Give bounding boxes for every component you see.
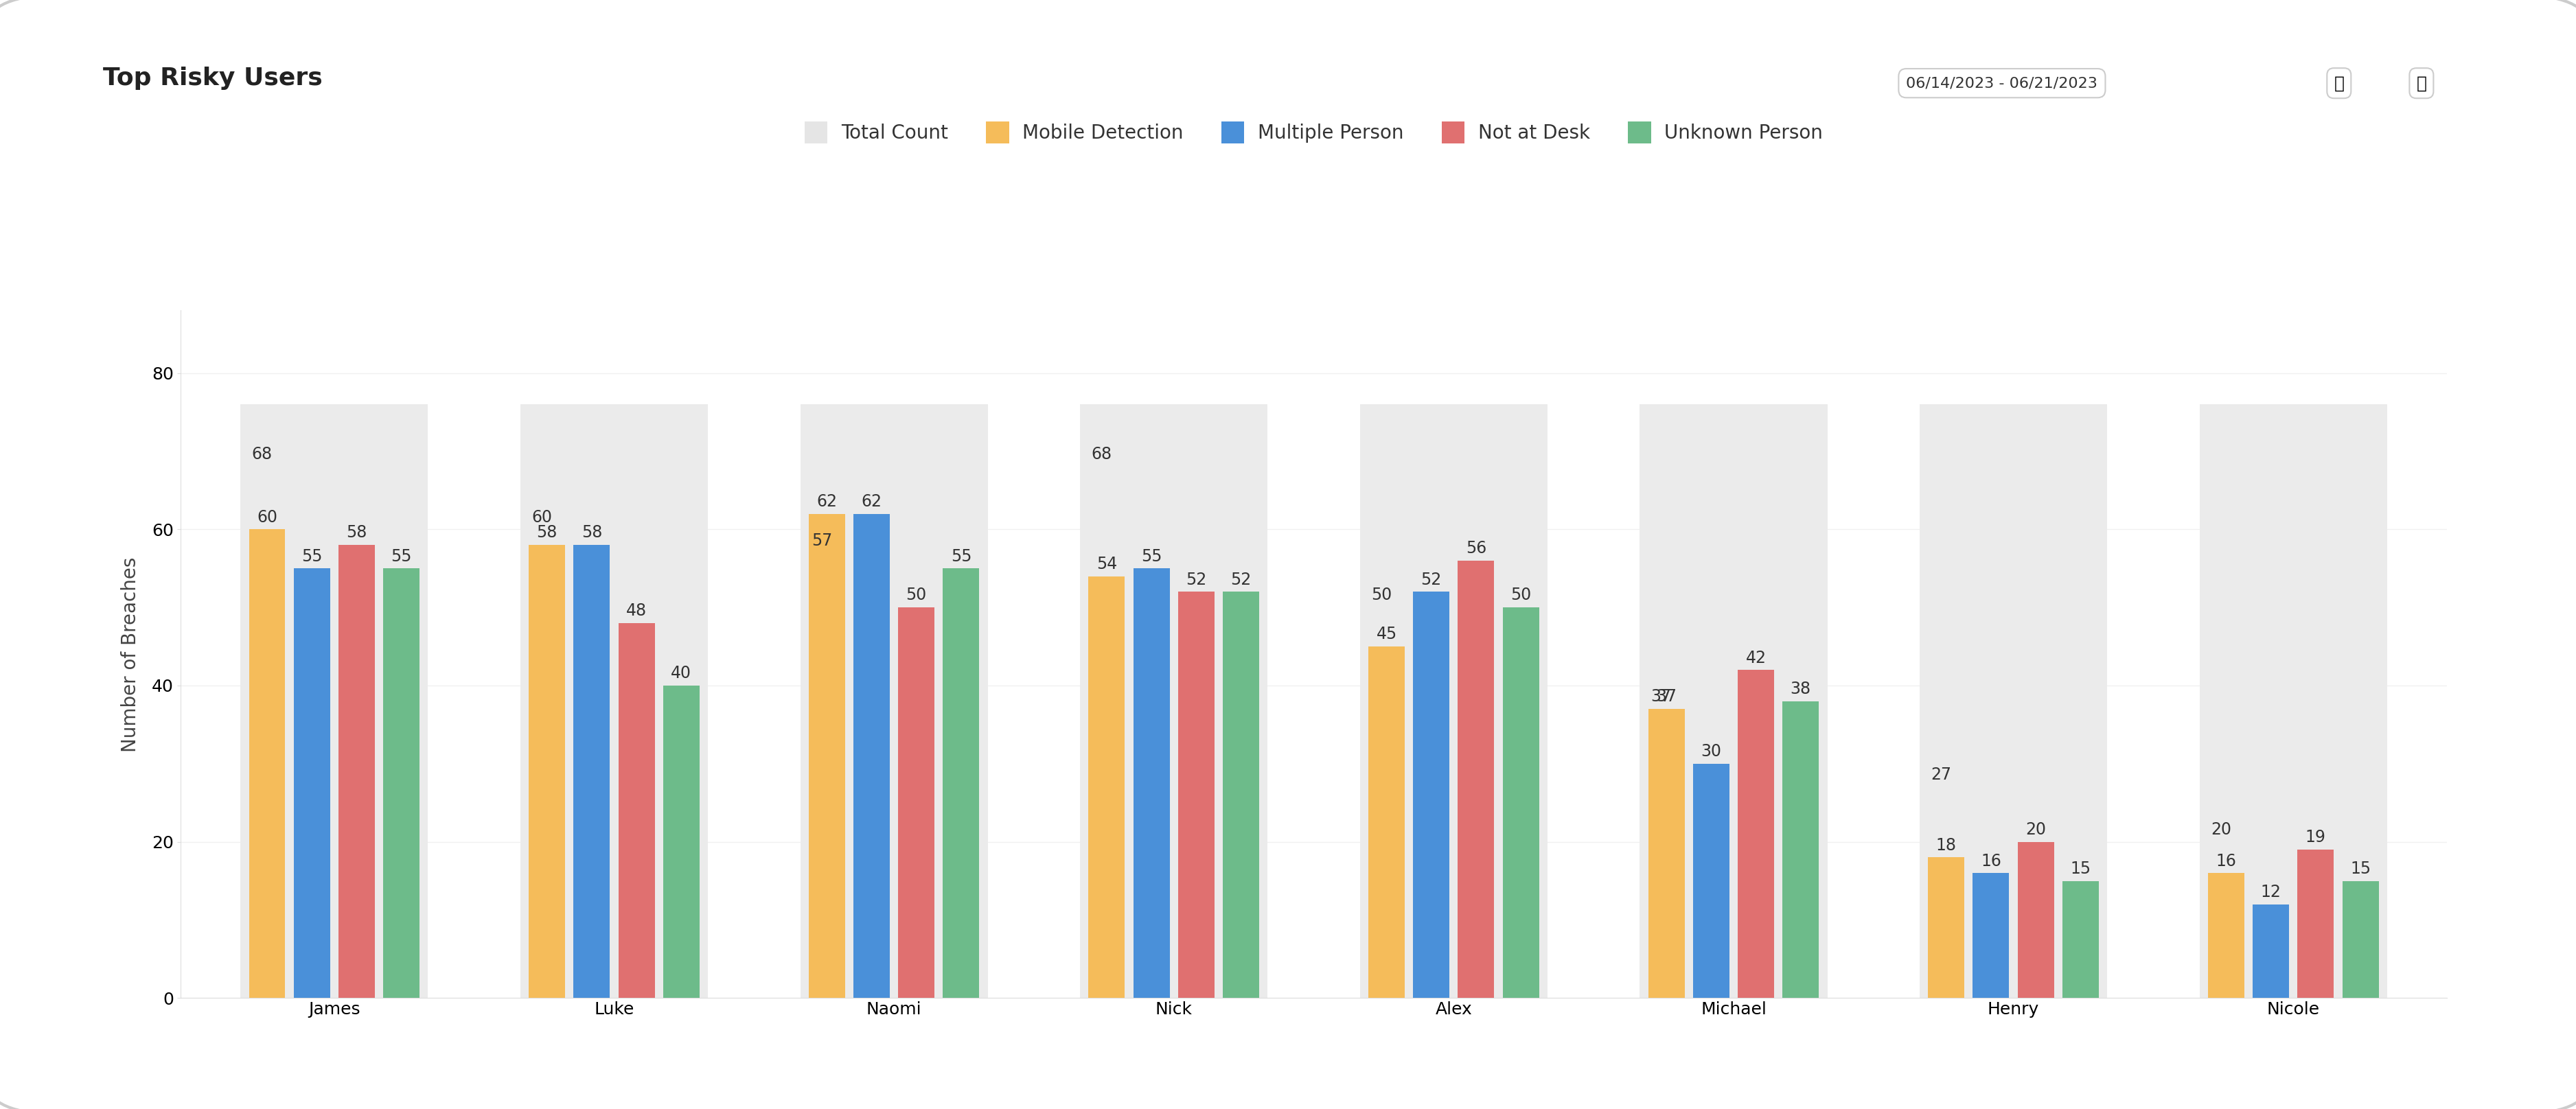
- Bar: [1927, 857, 1965, 998]
- Text: 27: 27: [1932, 766, 1953, 783]
- Text: 06/14/2023 - 06/21/2023: 06/14/2023 - 06/21/2023: [1906, 77, 2097, 90]
- Text: 60: 60: [258, 509, 278, 526]
- Text: 62: 62: [860, 494, 881, 510]
- Text: 62: 62: [817, 494, 837, 510]
- Legend: Total Count, Mobile Detection, Multiple Person, Not at Desk, Unknown Person: Total Count, Mobile Detection, Multiple …: [796, 114, 1832, 151]
- Text: 40: 40: [670, 665, 690, 682]
- Text: 56: 56: [1466, 540, 1486, 557]
- Text: 📅: 📅: [2334, 75, 2344, 91]
- Bar: [2251, 904, 2290, 998]
- Text: 55: 55: [301, 548, 322, 564]
- Text: 12: 12: [2262, 884, 2282, 901]
- Bar: [250, 529, 286, 998]
- Text: 52: 52: [1422, 571, 1443, 588]
- Text: 57: 57: [811, 532, 832, 549]
- Text: Top Risky Users: Top Risky Users: [103, 67, 322, 90]
- Bar: [662, 685, 701, 998]
- Text: 20: 20: [2025, 822, 2045, 838]
- Text: 16: 16: [2215, 853, 2236, 869]
- Bar: [1414, 592, 1450, 998]
- Text: 📊: 📊: [2416, 75, 2427, 91]
- Bar: [1502, 608, 1538, 998]
- Text: 15: 15: [2349, 861, 2370, 877]
- Text: 19: 19: [2306, 830, 2326, 846]
- Bar: [384, 568, 420, 998]
- Text: 52: 52: [1231, 571, 1252, 588]
- Bar: [294, 568, 330, 998]
- Text: 58: 58: [536, 525, 556, 541]
- FancyBboxPatch shape: [240, 405, 428, 998]
- Bar: [809, 513, 845, 998]
- Bar: [1692, 764, 1728, 998]
- Text: 55: 55: [1141, 548, 1162, 564]
- Text: 58: 58: [345, 525, 366, 541]
- Text: 42: 42: [1747, 650, 1767, 667]
- Bar: [853, 513, 889, 998]
- Text: 50: 50: [907, 587, 927, 603]
- Bar: [337, 545, 376, 998]
- Text: 50: 50: [1370, 587, 1391, 603]
- Text: 50: 50: [1510, 587, 1530, 603]
- Bar: [1368, 647, 1404, 998]
- FancyBboxPatch shape: [2200, 405, 2388, 998]
- Bar: [2342, 881, 2378, 998]
- Bar: [1649, 709, 1685, 998]
- Bar: [943, 568, 979, 998]
- Text: 37: 37: [1651, 689, 1672, 705]
- Bar: [1739, 670, 1775, 998]
- Bar: [528, 545, 564, 998]
- Text: 52: 52: [1185, 571, 1206, 588]
- Text: 18: 18: [1937, 837, 1958, 854]
- Bar: [1783, 701, 1819, 998]
- Bar: [2208, 873, 2244, 998]
- Text: 48: 48: [626, 602, 647, 619]
- Bar: [574, 545, 611, 998]
- Bar: [1177, 592, 1213, 998]
- Bar: [2298, 849, 2334, 998]
- Text: 54: 54: [1097, 556, 1118, 572]
- FancyBboxPatch shape: [1079, 405, 1267, 998]
- Text: 15: 15: [2071, 861, 2092, 877]
- Bar: [1973, 873, 2009, 998]
- FancyBboxPatch shape: [801, 405, 987, 998]
- Text: 55: 55: [392, 548, 412, 564]
- Bar: [899, 608, 935, 998]
- FancyBboxPatch shape: [520, 405, 708, 998]
- Text: 16: 16: [1981, 853, 2002, 869]
- Bar: [1133, 568, 1170, 998]
- Y-axis label: Number of Breaches: Number of Breaches: [121, 557, 139, 752]
- Text: 45: 45: [1376, 627, 1396, 642]
- Text: 68: 68: [1092, 447, 1113, 462]
- FancyBboxPatch shape: [1919, 405, 2107, 998]
- Bar: [1090, 577, 1126, 998]
- Bar: [1458, 560, 1494, 998]
- Bar: [2017, 842, 2053, 998]
- Text: 37: 37: [1656, 689, 1677, 705]
- Text: 68: 68: [252, 447, 273, 462]
- Text: 58: 58: [582, 525, 603, 541]
- Text: 20: 20: [2210, 822, 2231, 838]
- Text: 55: 55: [951, 548, 971, 564]
- Text: 30: 30: [1700, 743, 1721, 760]
- FancyBboxPatch shape: [1641, 405, 1826, 998]
- Text: 60: 60: [531, 509, 551, 526]
- Bar: [618, 623, 654, 998]
- FancyBboxPatch shape: [1360, 405, 1548, 998]
- Bar: [2063, 881, 2099, 998]
- Bar: [1224, 592, 1260, 998]
- Text: 38: 38: [1790, 681, 1811, 698]
